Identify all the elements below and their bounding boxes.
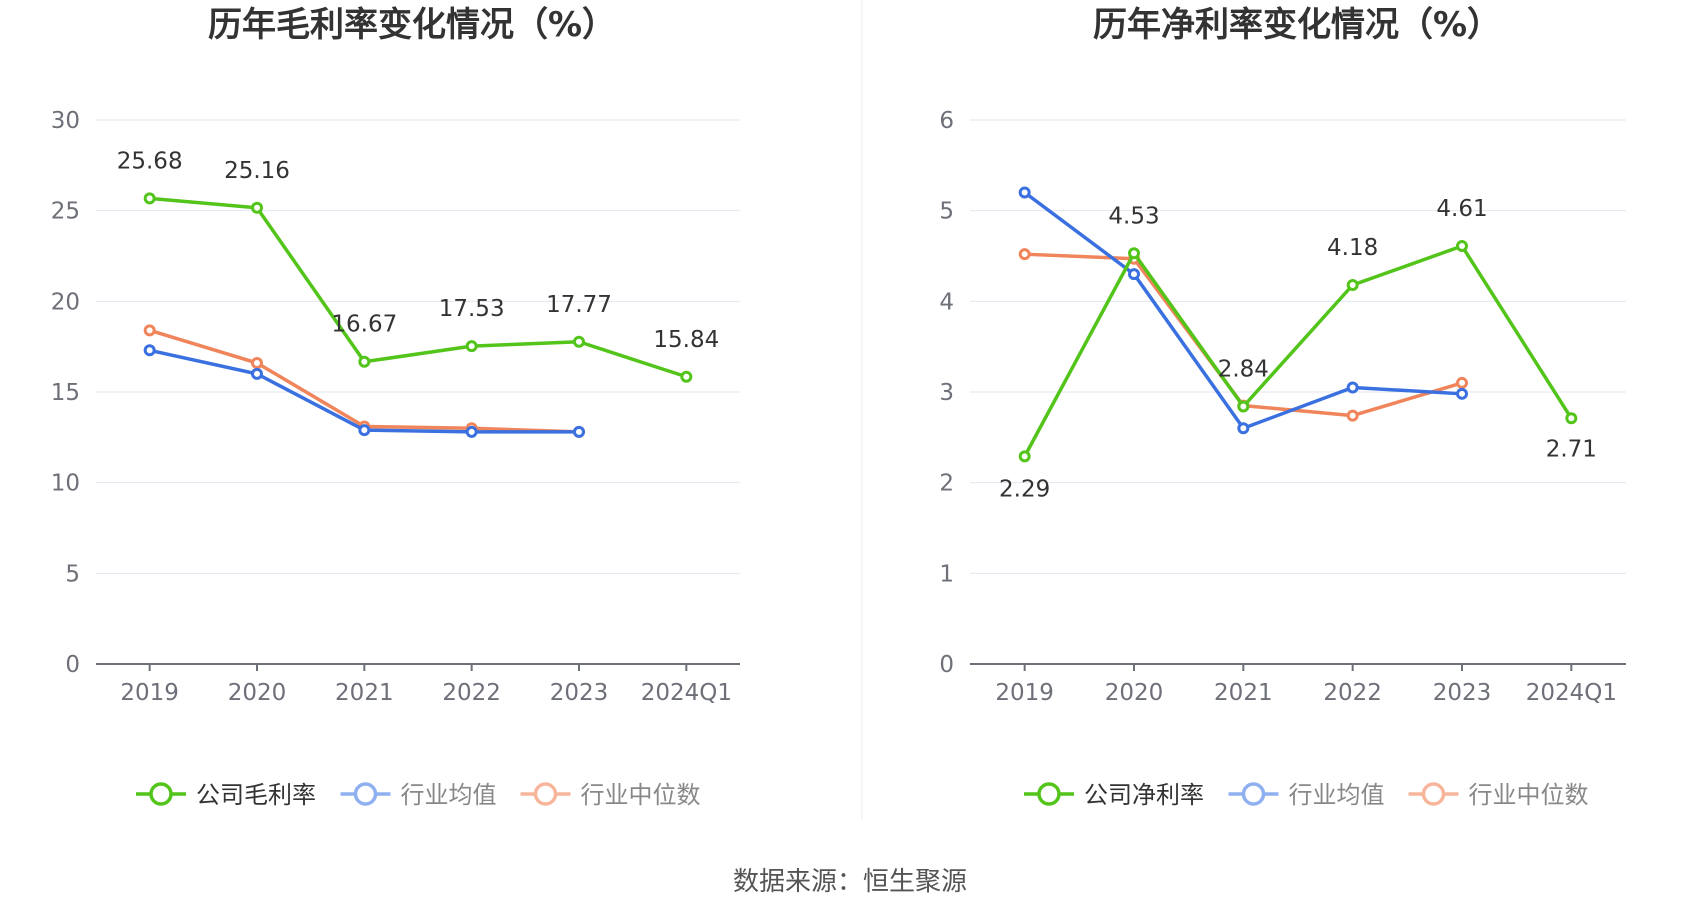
data-point bbox=[251, 201, 263, 214]
series-line bbox=[149, 196, 687, 379]
data-point bbox=[1456, 240, 1468, 253]
data-label: 2.29 bbox=[999, 476, 1050, 502]
x-tick-label: 2020 bbox=[228, 680, 287, 706]
data-label: 2.84 bbox=[1218, 357, 1269, 383]
x-tick-label: 2024Q1 bbox=[1526, 680, 1617, 706]
legend-marker bbox=[149, 782, 173, 806]
gross-margin-chart: 历年毛利率变化情况（%） 0 5 10 15 20 25 30 2019 2020 2021 2022… bbox=[51, 5, 740, 809]
legend-label: 行业均值 bbox=[1289, 781, 1385, 809]
x-tick-label: 2023 bbox=[550, 680, 609, 706]
data-label: 17.77 bbox=[546, 292, 612, 318]
data-point bbox=[1565, 412, 1578, 425]
legend-label: 行业中位数 bbox=[581, 781, 701, 809]
chart-title: 历年毛利率变化情况（%） bbox=[208, 5, 616, 45]
x-tick-label: 2019 bbox=[995, 680, 1054, 706]
data-point bbox=[143, 192, 156, 205]
y-tick-label: 30 bbox=[51, 108, 80, 134]
legend-label: 行业均值 bbox=[401, 781, 497, 809]
legend-item: 公司毛利率 bbox=[136, 781, 316, 809]
legend-marker bbox=[1037, 782, 1061, 806]
data-point bbox=[1237, 400, 1250, 413]
data-point bbox=[1128, 268, 1140, 281]
y-tick-label: 15 bbox=[51, 380, 80, 406]
legend-label: 行业中位数 bbox=[1469, 781, 1589, 809]
data-point bbox=[1018, 450, 1031, 463]
data-label: 17.53 bbox=[439, 296, 505, 322]
series-line bbox=[1023, 244, 1573, 458]
source-note: 数据来源：恒生聚源 bbox=[733, 867, 967, 897]
net-margin-chart: 历年净利率变化情况（%） 0 1 2 3 4 5 6 2019 2020 2021 2022 2023 2… bbox=[939, 5, 1626, 809]
data-label: 16.67 bbox=[331, 312, 397, 338]
x-tick-label: 2021 bbox=[335, 680, 394, 706]
legend-item: 公司净利率 bbox=[1024, 781, 1204, 809]
x-tick-label: 2023 bbox=[1433, 680, 1492, 706]
legend-marker bbox=[1421, 782, 1446, 806]
y-tick-label: 5 bbox=[939, 199, 954, 225]
y-tick-label: 5 bbox=[65, 561, 80, 587]
data-label: 25.68 bbox=[117, 148, 183, 174]
data-label: 4.18 bbox=[1327, 235, 1378, 261]
legend-marker bbox=[353, 782, 378, 806]
chart-title: 历年净利率变化情况（%） bbox=[1093, 5, 1501, 45]
data-label: 4.53 bbox=[1108, 203, 1159, 229]
y-tick-label: 10 bbox=[51, 471, 80, 497]
y-tick-label: 1 bbox=[939, 561, 954, 587]
y-tick-label: 0 bbox=[939, 652, 954, 678]
data-label: 25.16 bbox=[224, 158, 290, 184]
x-tick-label: 2019 bbox=[120, 680, 179, 706]
data-label: 4.61 bbox=[1436, 196, 1487, 222]
legend-item: 行业均值 bbox=[340, 781, 497, 809]
data-point bbox=[251, 367, 263, 380]
legend-label: 公司净利率 bbox=[1084, 781, 1204, 809]
y-tick-label: 6 bbox=[939, 108, 954, 134]
data-point bbox=[143, 324, 156, 337]
legend-item: 行业均值 bbox=[1228, 781, 1385, 809]
y-tick-label: 25 bbox=[51, 199, 80, 225]
data-point bbox=[1456, 376, 1468, 389]
data-point bbox=[1128, 247, 1140, 260]
data-point bbox=[1346, 381, 1359, 394]
data-point bbox=[465, 425, 478, 438]
legend-label: 公司毛利率 bbox=[196, 781, 316, 809]
data-point bbox=[1018, 186, 1031, 199]
data-point bbox=[1346, 279, 1359, 292]
y-tick-label: 4 bbox=[939, 289, 954, 315]
y-tick-label: 20 bbox=[51, 289, 80, 315]
data-label: 2.71 bbox=[1546, 436, 1597, 462]
data-point bbox=[573, 335, 585, 348]
data-point bbox=[143, 344, 156, 357]
data-point bbox=[358, 355, 371, 368]
legend-item: 行业中位数 bbox=[520, 781, 701, 809]
y-tick-label: 3 bbox=[939, 380, 954, 406]
x-tick-label: 2024Q1 bbox=[641, 680, 732, 706]
legend-marker bbox=[1241, 782, 1266, 806]
series-line bbox=[1023, 191, 1463, 431]
x-tick-label: 2022 bbox=[1323, 680, 1382, 706]
data-point bbox=[1018, 248, 1031, 261]
x-tick-label: 2022 bbox=[442, 680, 501, 706]
data-point bbox=[1346, 409, 1359, 422]
data-label: 15.84 bbox=[653, 327, 719, 353]
x-tick-label: 2021 bbox=[1214, 680, 1273, 706]
data-point bbox=[1237, 422, 1250, 435]
data-point bbox=[465, 340, 478, 353]
data-point bbox=[573, 425, 585, 438]
y-tick-label: 0 bbox=[65, 652, 80, 678]
data-point bbox=[251, 356, 263, 369]
x-tick-label: 2020 bbox=[1105, 680, 1164, 706]
legend-marker bbox=[533, 782, 558, 806]
legend-item: 行业中位数 bbox=[1408, 781, 1589, 809]
data-point bbox=[1456, 387, 1468, 400]
data-point bbox=[358, 424, 371, 437]
y-tick-label: 2 bbox=[939, 471, 954, 497]
data-point bbox=[680, 370, 693, 383]
